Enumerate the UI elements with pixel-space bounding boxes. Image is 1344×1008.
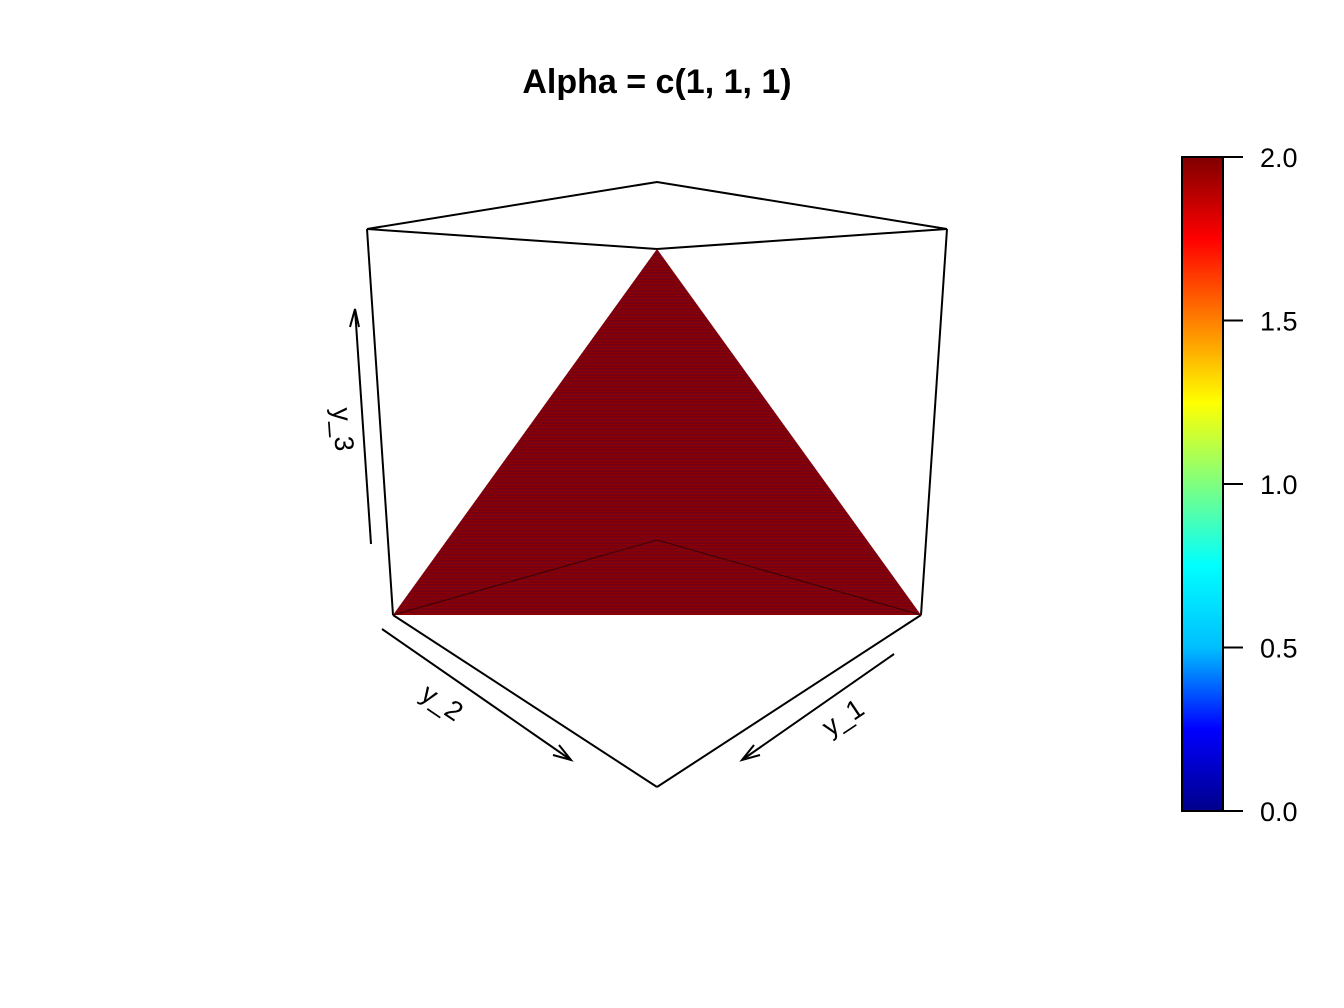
axis-x-arrow — [739, 653, 895, 762]
axis-y-arrow — [381, 628, 574, 762]
bounding-box — [366, 180, 948, 788]
simplex-surface — [392, 249, 922, 616]
chart-title: Alpha = c(1, 1, 1) — [522, 63, 791, 101]
box-edge-right — [920, 228, 948, 616]
colorbar-tick-label: 2.0 — [1260, 143, 1298, 173]
colorbar-ticks: 0.0 0.5 1.0 1.5 2.0 — [1223, 143, 1298, 827]
axis-label-y3: y_3 — [326, 407, 359, 453]
colorbar-tick-label: 1.0 — [1260, 470, 1298, 500]
axis-label-y1: y_1 — [817, 693, 870, 742]
surface-edge-line — [656, 539, 922, 616]
colorbar-tick-label: 1.5 — [1260, 307, 1298, 337]
box-top-face — [366, 180, 948, 251]
colorbar-gradient — [1182, 157, 1223, 811]
colorbar-tick-label: 0.0 — [1260, 797, 1298, 827]
colorbar-tick-label: 0.5 — [1260, 634, 1298, 664]
box-edge-bottom-left — [392, 614, 658, 788]
surface-edge-line — [392, 539, 658, 616]
box-edge-left — [366, 228, 394, 616]
colorbar: 0.0 0.5 1.0 1.5 2.0 — [1181, 143, 1298, 827]
axis-label-y2: y_2 — [416, 678, 469, 727]
axis-z-arrow — [349, 308, 372, 545]
box-edge-bottom-right — [656, 614, 922, 788]
